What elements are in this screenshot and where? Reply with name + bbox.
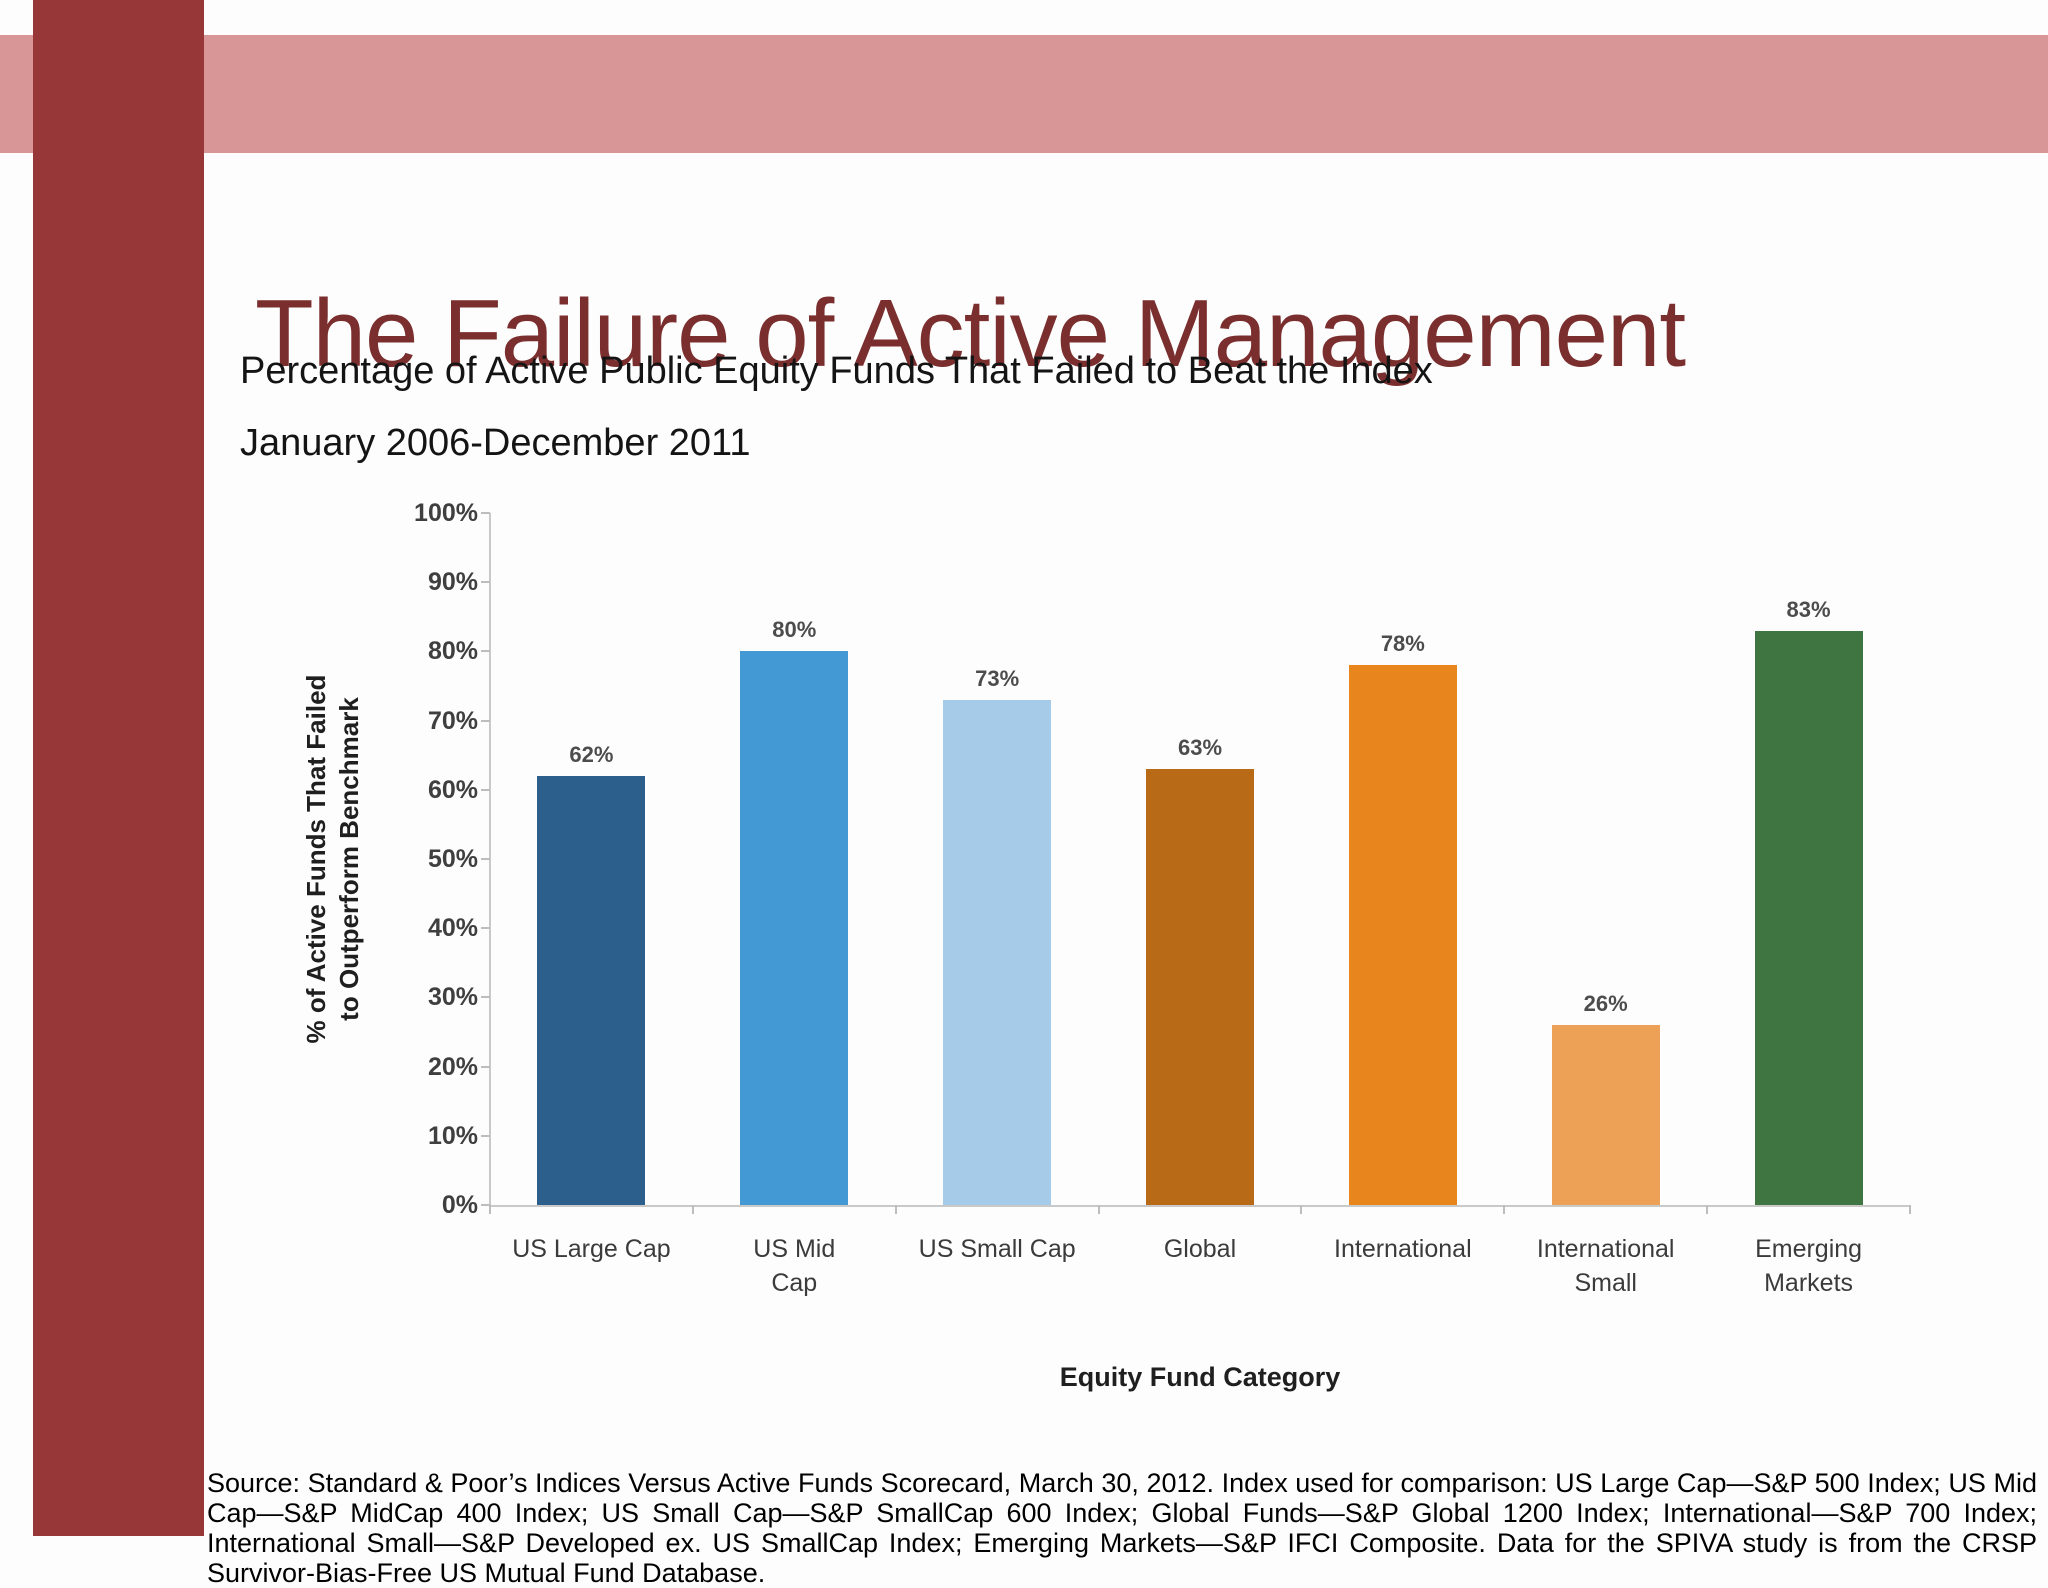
left-accent-bar: [33, 0, 204, 1536]
y-tick-label-100-: 100%: [414, 499, 478, 527]
bar-international-small: [1551, 1025, 1660, 1205]
y-tick-label-20-: 20%: [427, 1052, 478, 1081]
x-tick-mark-4: [1300, 1205, 1303, 1214]
x-tick-mark-6: [1706, 1205, 1709, 1214]
bar-value-label-us-large-cap: 62%: [569, 741, 614, 767]
bar-value-label-international: 78%: [1380, 631, 1425, 657]
y-tick-label-50-: 50%: [427, 845, 478, 873]
x-tick-mark-5: [1503, 1205, 1506, 1214]
x-tick-mark-0: [489, 1205, 491, 1214]
category-label-us-mid-cap: US Mid Cap: [689, 1232, 899, 1300]
y-tick-mark-20-: [481, 1065, 490, 1068]
date-range-label: January 2006-December 2011: [240, 422, 751, 464]
category-label-line: Markets: [1764, 1269, 1854, 1297]
y-tick-mark-0-: [481, 1204, 490, 1206]
page-title: The Failure of Active Management: [255, 280, 1686, 388]
y-tick-mark-10-: [481, 1134, 490, 1137]
y-tick-label-30-: 30%: [427, 983, 478, 1012]
category-label-line: US Small Cap: [918, 1235, 1076, 1263]
category-label-line: International: [1536, 1235, 1675, 1263]
bar-international: [1348, 665, 1457, 1205]
bar-value-label-us-small-cap: 73%: [975, 665, 1020, 691]
bar-value-label-international-small: 26%: [1583, 991, 1628, 1017]
category-label-us-small-cap: US Small Cap: [892, 1232, 1102, 1266]
bar-global: [1146, 769, 1254, 1205]
category-label-line: US Large Cap: [512, 1235, 671, 1263]
category-label-line: US Mid: [753, 1235, 836, 1263]
category-label-us-large-cap: US Large Cap: [486, 1232, 696, 1266]
bar-us-large-cap: [537, 775, 646, 1205]
x-tick-mark-2: [894, 1205, 897, 1214]
y-tick-label-0-: 0%: [441, 1191, 478, 1219]
bar-value-label-us-mid-cap: 80%: [772, 617, 817, 643]
y-tick-mark-50-: [481, 858, 490, 860]
y-tick-label-70-: 70%: [427, 706, 478, 735]
category-label-line: International: [1334, 1235, 1472, 1263]
y-tick-label-80-: 80%: [427, 637, 478, 666]
x-tick-mark-7: [1909, 1205, 1911, 1214]
category-label-global: Global: [1095, 1232, 1305, 1266]
y-tick-mark-90-: [481, 581, 490, 584]
bar-value-label-emerging-markets: 83%: [1786, 596, 1831, 622]
y-tick-mark-80-: [481, 650, 490, 653]
y-tick-mark-70-: [481, 719, 490, 722]
x-axis-line: [489, 1205, 1911, 1207]
y-axis-line: [489, 513, 491, 1213]
category-label-line: Cap: [771, 1269, 818, 1297]
bar-emerging-markets: [1754, 630, 1863, 1205]
bar-us-mid-cap: [740, 651, 849, 1205]
x-tick-mark-1: [691, 1205, 694, 1214]
category-label-emerging-markets: Emerging Markets: [1704, 1232, 1914, 1300]
category-label-international-small: International Small: [1501, 1232, 1711, 1300]
x-tick-mark-3: [1097, 1205, 1100, 1214]
bar-value-label-global: 63%: [1177, 735, 1223, 761]
y-tick-label-10-: 10%: [427, 1121, 478, 1150]
y-axis-title: % of Active Funds That Failed to Outperf…: [300, 509, 366, 1209]
category-label-international: International: [1298, 1232, 1508, 1266]
bar-us-small-cap: [943, 699, 1052, 1205]
chart-subtitle: Percentage of Active Public Equity Funds…: [240, 350, 1433, 392]
top-accent-band: [0, 35, 2048, 153]
bar-chart: % of Active Funds That Failed to Outperf…: [300, 499, 1914, 1392]
y-axis-title-line1: % of Active Funds That Failed: [301, 674, 331, 1044]
category-label-line: Small: [1574, 1269, 1637, 1297]
y-tick-label-60-: 60%: [427, 775, 478, 804]
y-tick-mark-60-: [481, 788, 490, 791]
x-axis-title: Equity Fund Category: [1059, 1362, 1341, 1392]
source-note: Source: Standard & Poor’s Indices Versus…: [207, 1468, 2037, 1588]
category-label-line: Emerging: [1755, 1235, 1863, 1263]
y-tick-mark-30-: [481, 996, 490, 999]
y-tick-mark-100-: [481, 512, 490, 514]
y-tick-label-90-: 90%: [427, 568, 478, 597]
y-tick-label-40-: 40%: [427, 914, 478, 943]
y-tick-mark-40-: [481, 927, 490, 930]
category-label-line: Global: [1163, 1235, 1237, 1263]
